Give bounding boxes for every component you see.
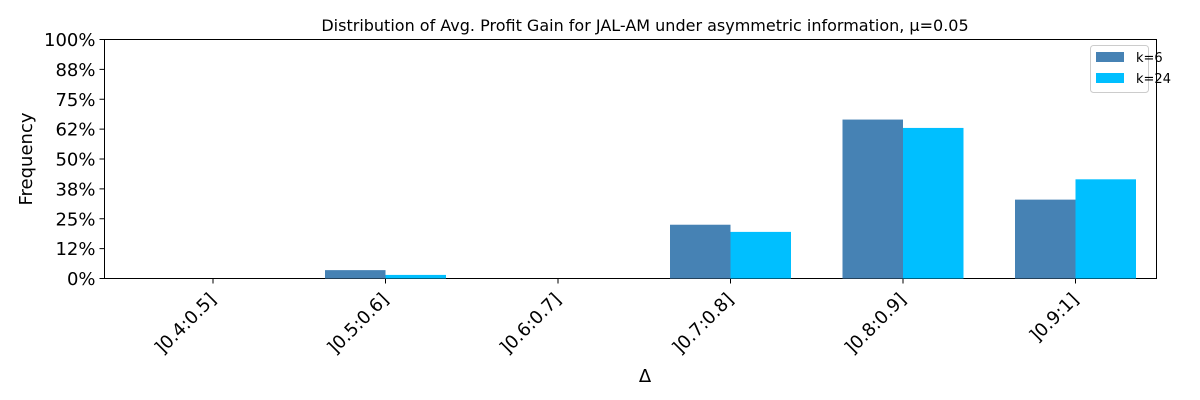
x-tick-label: ]0.7:0.8] [668, 289, 738, 359]
legend-label-k6: k=6 [1136, 51, 1163, 66]
bar-k24-3 [730, 231, 791, 279]
bar-k6-5 [1015, 199, 1076, 279]
legend-swatch-k24 [1096, 73, 1124, 83]
y-tick-label: 100% [44, 30, 95, 51]
y-tick-label: 75% [55, 90, 95, 111]
chart-title: Distribution of Avg. Profit Gain for JAL… [321, 16, 968, 35]
x-axis-label: Δ [639, 366, 652, 387]
x-tick-label: ]0.9:1] [1026, 289, 1083, 346]
bar-k24-5 [1075, 179, 1136, 279]
plot-area [104, 39, 1157, 279]
legend: k=6 k=24 [1090, 45, 1171, 93]
x-tick-label: ]0.8:0.9] [841, 289, 911, 359]
x-tick-label: ]0.6:0.7] [496, 289, 566, 359]
x-tick-label: ]0.4:0.5] [151, 289, 221, 359]
bar-k6-4 [842, 119, 903, 279]
bar-k6-3 [670, 224, 731, 279]
y-tick-label: 88% [55, 60, 95, 81]
y-tick-label: 12% [55, 239, 95, 260]
x-axis: ]0.4:0.5] ]0.5:0.6] ]0.6:0.7] ]0.7:0.8] ]0.8… [151, 278, 1083, 359]
legend-label-k24: k=24 [1136, 72, 1171, 87]
y-tick-label: 0% [67, 269, 96, 290]
y-tick-label: 25% [55, 209, 95, 230]
x-tick-label: ]0.5:0.6] [323, 289, 393, 359]
bars-group [325, 119, 1136, 279]
bar-k24-1 [385, 274, 446, 279]
y-tick-label: 38% [55, 179, 95, 200]
bar-k6-1 [325, 270, 386, 279]
y-tick-label: 62% [55, 120, 95, 141]
y-axis-label: Frequency [16, 112, 37, 205]
bar-k24-4 [903, 127, 964, 279]
y-axis: 0% 12% 25% 38% 50% 62% 75% 88% 100% [44, 30, 105, 290]
y-tick-label: 50% [55, 150, 95, 171]
legend-swatch-k6 [1096, 52, 1124, 62]
